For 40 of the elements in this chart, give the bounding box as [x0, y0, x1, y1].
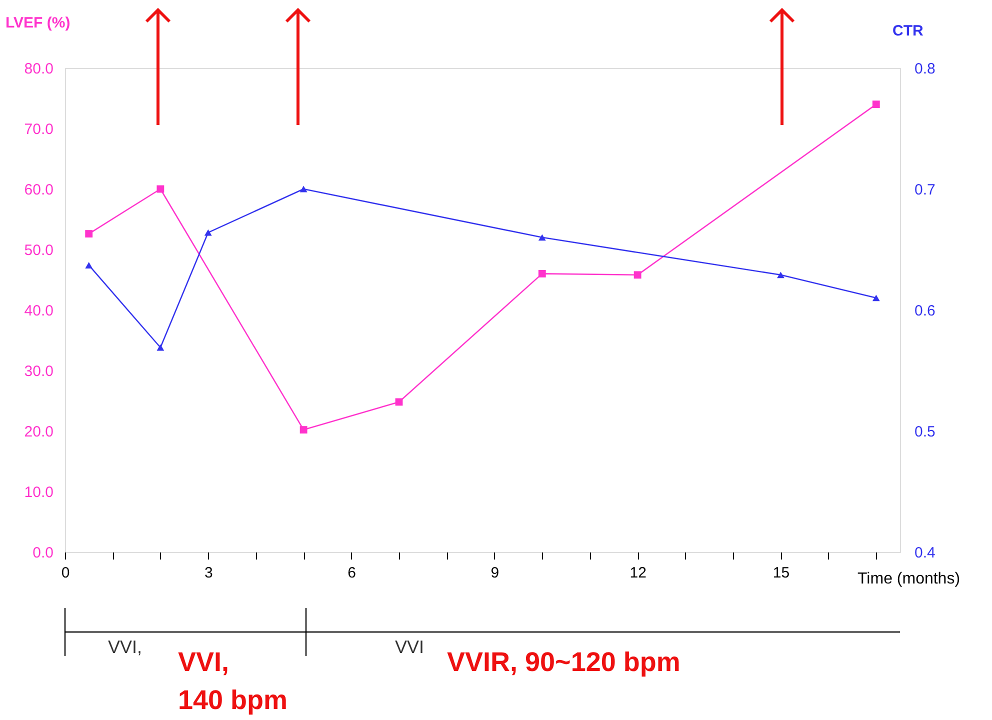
point [538, 234, 546, 241]
x-tick-label: 0 [61, 564, 70, 582]
y2-tick-label: 0.7 [914, 182, 936, 198]
point [85, 262, 93, 268]
point [872, 294, 880, 302]
y2-tick-label: 0.5 [914, 424, 936, 440]
x-axis-title: Time (months) [858, 570, 960, 588]
y-tick-label: 50.0 [24, 242, 54, 259]
x-tick-label: 12 [630, 564, 646, 582]
point [538, 270, 546, 278]
point [300, 186, 308, 192]
y2-tick-label: 0.4 [914, 544, 936, 562]
y-tick-label: 70.0 [24, 121, 54, 138]
y-tick-label: 60.0 [24, 182, 54, 198]
point [777, 272, 784, 278]
x-tick-label: 9 [490, 564, 500, 582]
y-tick-label: 30.0 [24, 363, 54, 380]
y-tick-label: 20.0 [24, 424, 54, 440]
point [85, 230, 93, 238]
point [156, 344, 164, 351]
point [300, 426, 308, 434]
y-tick-label: 10.0 [24, 484, 54, 501]
text: VVI, 140 bpm [178, 647, 288, 715]
text: VVIR, 90~120 bpm [447, 647, 680, 677]
y2-axis-title: CTR [892, 22, 924, 40]
point [872, 100, 880, 108]
y-tick-label: 40.0 [24, 302, 54, 320]
point [156, 185, 164, 193]
point [634, 271, 642, 279]
y-axis-title: LVEF (%) [6, 14, 70, 32]
y2-tick-label: 0.6 [914, 302, 936, 320]
y2-tick-label: 0.8 [914, 60, 936, 78]
x-tick-label: 3 [204, 564, 213, 582]
y-tick-label: 0.0 [32, 544, 54, 562]
text: VVI [395, 637, 424, 657]
y-tick-label: 80.0 [24, 60, 54, 78]
x-tick-label: 15 [772, 564, 790, 582]
x-tick-label: 6 [348, 564, 356, 582]
text: VVI, [108, 637, 142, 657]
point [204, 229, 212, 236]
